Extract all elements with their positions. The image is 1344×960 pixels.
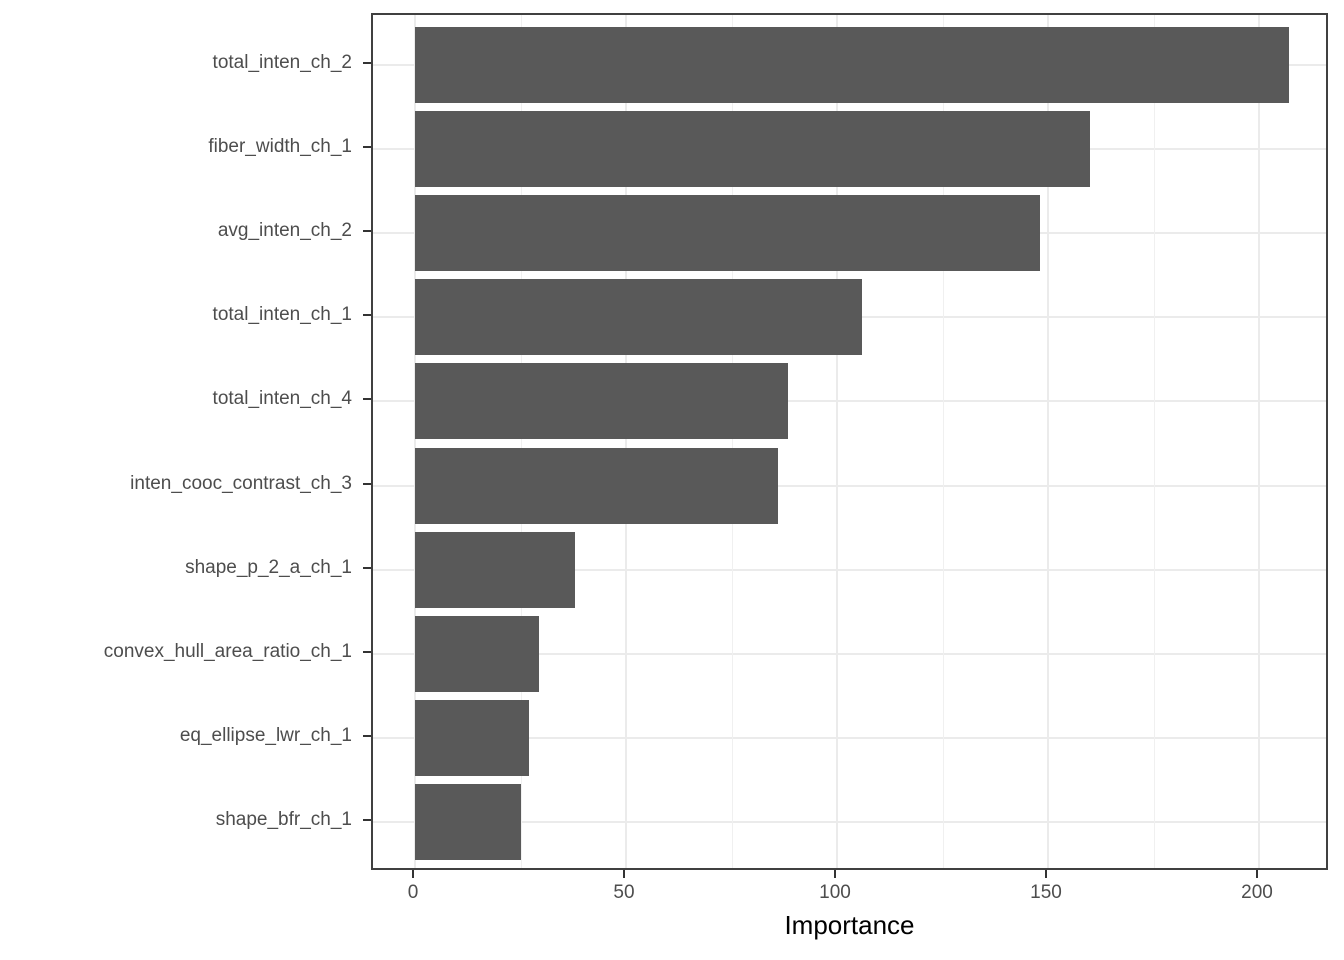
gridline-horizontal (373, 400, 1326, 403)
y-axis-label: inten_cooc_contrast_ch_3 (130, 473, 352, 494)
y-axis-tick (363, 314, 371, 316)
plot-panel (371, 13, 1328, 870)
gridline-vertical-minor (731, 15, 733, 868)
y-axis-tick (363, 230, 371, 232)
gridline-horizontal (373, 820, 1326, 823)
gridline-horizontal (373, 568, 1326, 571)
y-axis-label: shape_p_2_a_ch_1 (185, 557, 352, 578)
bar-inten_cooc_contrast_ch_3 (415, 448, 778, 524)
gridline-vertical-major (836, 15, 838, 868)
gridline-horizontal (373, 484, 1326, 487)
y-axis-label: fiber_width_ch_1 (208, 136, 352, 157)
bar-convex_hull_area_ratio_ch_1 (415, 616, 539, 692)
y-axis-tick (363, 567, 371, 569)
bar-shape_bfr_ch_1 (415, 784, 521, 860)
y-axis-tick (363, 651, 371, 653)
gridline-vertical-major (1258, 15, 1260, 868)
x-axis-tick (1045, 870, 1047, 878)
gridline-vertical-major (625, 15, 627, 868)
y-axis-tick (363, 483, 371, 485)
y-axis-tick (363, 62, 371, 64)
y-axis-label: avg_inten_ch_2 (217, 220, 352, 241)
bar-total_inten_ch_2 (415, 27, 1289, 103)
bar-avg_inten_ch_2 (415, 195, 1040, 271)
y-axis-label: shape_bfr_ch_1 (215, 809, 352, 830)
x-axis-tick (623, 870, 625, 878)
y-axis-label: total_inten_ch_1 (212, 304, 352, 325)
gridline-vertical-minor (942, 15, 944, 868)
bar-total_inten_ch_1 (415, 279, 862, 355)
gridline-horizontal (373, 736, 1326, 739)
x-axis-tick-label: 150 (1030, 882, 1062, 903)
gridline-vertical-major (414, 15, 416, 868)
x-axis-tick (834, 870, 836, 878)
x-axis-tick (412, 870, 414, 878)
bar-shape_p_2_a_ch_1 (415, 532, 575, 608)
x-axis-tick-label: 200 (1241, 882, 1273, 903)
x-axis-tick-label: 100 (819, 882, 851, 903)
x-axis-tick (1256, 870, 1258, 878)
y-axis-tick (363, 146, 371, 148)
y-axis-label: total_inten_ch_4 (212, 388, 352, 409)
bar-total_inten_ch_4 (415, 363, 788, 439)
x-axis-tick-label: 50 (613, 882, 635, 903)
bar-eq_ellipse_lwr_ch_1 (415, 700, 529, 776)
gridline-vertical-major (1047, 15, 1049, 868)
y-axis-label: convex_hull_area_ratio_ch_1 (103, 641, 352, 662)
gridline-vertical-minor (1153, 15, 1155, 868)
y-axis-tick (363, 735, 371, 737)
bar-fiber_width_ch_1 (415, 111, 1090, 187)
y-axis-tick (363, 398, 371, 400)
y-axis-label: total_inten_ch_2 (212, 52, 352, 73)
y-axis-label: eq_ellipse_lwr_ch_1 (179, 725, 352, 746)
y-axis-tick (363, 819, 371, 821)
x-axis-tick-label: 0 (407, 882, 419, 903)
gridline-horizontal (373, 652, 1326, 655)
x-axis-title: Importance (784, 910, 915, 940)
gridline-vertical-minor (520, 15, 522, 868)
